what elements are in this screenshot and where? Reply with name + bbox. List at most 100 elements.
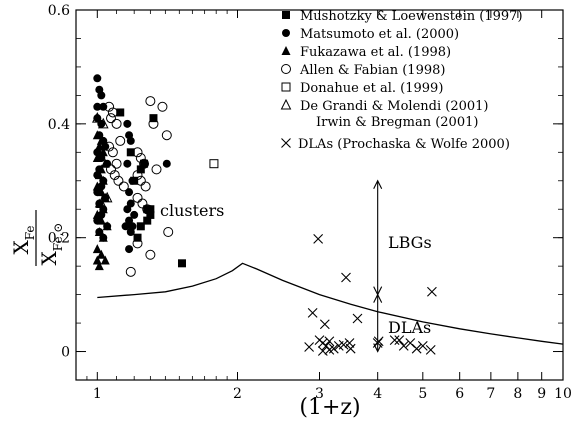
data-point <box>92 255 102 265</box>
data-point <box>146 205 155 214</box>
legend-entry: Fukazawa et al. (1998) <box>281 45 451 60</box>
data-point <box>104 101 115 112</box>
data-point <box>148 118 159 129</box>
y-tick-label: 0.6 <box>48 3 70 19</box>
legend-entry: Mushotzky & Loewenstein (1997) <box>282 9 523 24</box>
data-point <box>92 130 102 140</box>
data-point <box>97 117 109 129</box>
data-point <box>162 159 171 168</box>
data-point <box>140 181 151 192</box>
y-tick-label: 0.2 <box>48 231 70 247</box>
data-point <box>94 227 104 236</box>
data-point <box>111 118 122 129</box>
data-point <box>92 181 102 191</box>
data-point <box>389 335 400 346</box>
data-point <box>352 313 363 324</box>
legend-marker <box>281 64 291 74</box>
data-point <box>132 238 143 249</box>
dlas-annotation: DLAs <box>388 318 431 337</box>
data-point <box>146 210 155 219</box>
data-point <box>100 158 110 168</box>
series-open-circle <box>104 96 174 277</box>
legend-label: Mushotzky & Loewenstein (1997) <box>300 9 523 24</box>
data-point <box>116 108 125 117</box>
y-axis-title: XFe XFe,⊙ <box>9 210 65 266</box>
data-point <box>142 204 153 215</box>
data-point <box>313 233 324 244</box>
y-axis-title-numerator: XFe <box>9 225 37 254</box>
data-point <box>107 107 118 118</box>
dla-range-arrow-head-bottom <box>373 343 383 353</box>
data-point <box>394 335 405 346</box>
data-point <box>177 259 186 268</box>
lbg-range-arrow-head-top <box>373 179 383 190</box>
model-curve <box>97 262 564 345</box>
data-point <box>118 181 129 192</box>
data-point <box>136 222 145 231</box>
data-point <box>139 158 150 169</box>
data-point <box>126 148 135 157</box>
data-point <box>123 205 132 214</box>
dla-range-arrow <box>373 293 383 353</box>
x-tick-label: 2 <box>233 386 242 402</box>
data-point <box>149 114 158 123</box>
data-point <box>345 343 356 354</box>
x-tick-label: 5 <box>418 386 427 402</box>
data-point <box>93 74 102 83</box>
legend-marker <box>280 98 292 110</box>
data-point <box>100 255 110 265</box>
legend-marker <box>281 82 291 92</box>
x-tick-label: 4 <box>373 386 382 402</box>
legend-entry: Irwin & Bregman (2001) <box>316 115 478 130</box>
data-point <box>92 244 102 254</box>
data-point <box>105 113 116 124</box>
data-point <box>92 153 102 162</box>
data-point <box>398 340 409 351</box>
legend-label: Donahue et al. (1999) <box>300 81 443 96</box>
data-point <box>209 159 219 169</box>
data-point <box>96 249 106 259</box>
x-tick-label: 10 <box>554 386 572 402</box>
data-point <box>145 249 156 260</box>
data-point <box>411 343 422 354</box>
annotation-layer: clusters LBGs DLAs <box>160 179 432 353</box>
x-tick-label: 6 <box>455 386 464 402</box>
data-point <box>91 112 103 123</box>
dla-range-arrow-head-top <box>373 293 383 303</box>
legend-label: DLAs (Prochaska & Wolfe 2000) <box>298 137 510 152</box>
legend-label: De Grandi & Molendi (2001) <box>300 99 489 114</box>
data-point <box>304 342 315 352</box>
y-tick-label: 0.4 <box>48 117 70 133</box>
data-point <box>126 228 135 236</box>
data-point <box>417 340 428 351</box>
data-point <box>98 147 108 157</box>
axis-ticks: 1 2 3 4 5 6 7 8 9 10 0 0.2 0.4 0.6 <box>48 3 572 402</box>
legend-entry: Matsumoto et al. (2000) <box>282 27 459 42</box>
data-point <box>113 175 124 186</box>
legend-marker <box>281 138 291 148</box>
x-tick-label: 1 <box>93 386 102 402</box>
x-tick-label: 7 <box>486 386 495 402</box>
data-point <box>93 102 102 111</box>
data-point <box>135 153 146 163</box>
data-point <box>96 187 106 197</box>
legend: Mushotzky & Loewenstein (1997) Matsumoto … <box>280 9 523 152</box>
data-point <box>338 339 349 350</box>
data-point <box>132 170 143 181</box>
data-point <box>96 197 107 209</box>
data-layer <box>91 74 437 356</box>
data-point <box>143 216 152 225</box>
data-point <box>98 232 108 242</box>
lbgs-annotation: LBGs <box>388 233 432 252</box>
data-point <box>125 188 134 197</box>
data-point <box>102 221 112 231</box>
clusters-annotation: clusters <box>160 201 224 220</box>
data-point <box>133 233 142 242</box>
data-point <box>105 164 116 175</box>
x-tick-label: 8 <box>513 386 522 402</box>
x-tick-label: 3 <box>315 386 324 402</box>
legend-entry: Donahue et al. (1999) <box>281 81 443 96</box>
legend-entry: DLAs (Prochaska & Wolfe 2000) <box>281 137 510 152</box>
legend-entry: De Grandi & Molendi (2001) <box>280 98 489 114</box>
